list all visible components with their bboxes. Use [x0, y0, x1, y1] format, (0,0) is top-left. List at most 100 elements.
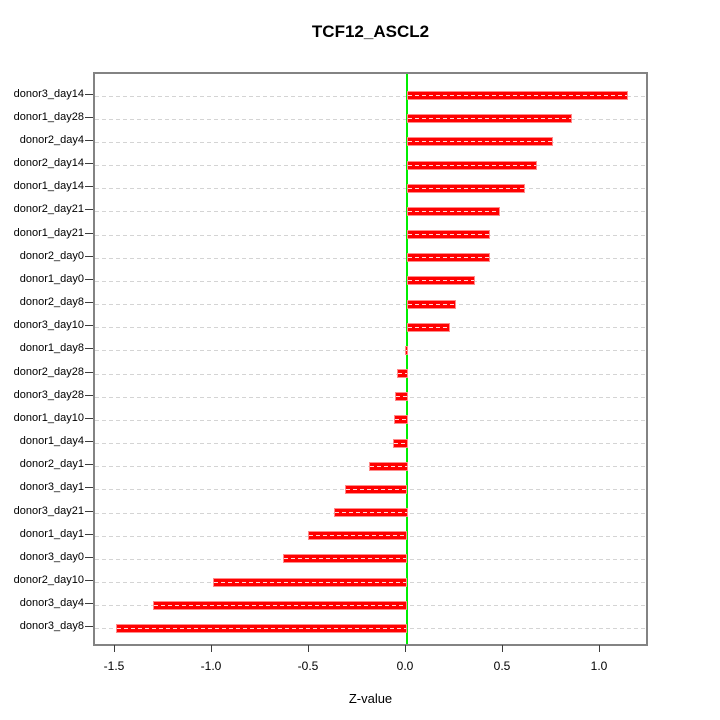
- y-tick: [85, 117, 93, 118]
- y-tick: [85, 626, 93, 627]
- y-tick: [85, 487, 93, 488]
- y-tick: [85, 279, 93, 280]
- bar-donor1_day10: [394, 415, 408, 424]
- bar-donor1_day0: [407, 276, 475, 285]
- x-tick: [211, 645, 212, 652]
- bar-donor2_day4: [407, 137, 553, 146]
- bar-inner-dash: [335, 512, 407, 513]
- bar-donor1_day8: [405, 346, 408, 355]
- gridline: [95, 188, 646, 189]
- x-tick: [405, 645, 406, 652]
- y-tick: [85, 372, 93, 373]
- bar-inner-dash: [117, 628, 406, 629]
- y-label-donor2_day10: donor2_day10: [13, 574, 84, 586]
- y-label-donor1_day14: donor1_day14: [13, 180, 84, 192]
- y-label-donor2_day8: donor2_day8: [19, 296, 84, 308]
- y-label-donor3_day1: donor3_day1: [19, 481, 84, 493]
- y-label-donor3_day21: donor3_day21: [13, 505, 84, 517]
- bar-inner-dash: [395, 419, 407, 420]
- bar-inner-dash: [408, 280, 474, 281]
- bar-donor1_day1: [308, 531, 407, 540]
- y-tick: [85, 209, 93, 210]
- bar-inner-dash: [309, 535, 406, 536]
- y-tick: [85, 580, 93, 581]
- y-label-donor2_day14: donor2_day14: [13, 157, 84, 169]
- bar-inner-dash: [408, 257, 489, 258]
- bar-inner-dash: [408, 188, 524, 189]
- y-label-donor1_day10: donor1_day10: [13, 412, 84, 424]
- x-tick: [114, 645, 115, 652]
- x-tick: [599, 645, 600, 652]
- y-label-donor2_day28: donor2_day28: [13, 366, 84, 378]
- bar-donor3_day21: [334, 508, 408, 517]
- gridline: [95, 397, 646, 398]
- y-tick: [85, 163, 93, 164]
- y-label-donor1_day28: donor1_day28: [13, 111, 84, 123]
- x-tick-label: 1.0: [590, 659, 608, 673]
- gridline: [95, 374, 646, 375]
- bar-inner-dash: [370, 466, 407, 467]
- chart-title: TCF12_ASCL2: [311, 22, 430, 41]
- bar-inner-dash: [394, 443, 407, 444]
- gridline: [95, 211, 646, 212]
- x-tick-label: -1.5: [103, 659, 125, 673]
- bar-donor1_day14: [407, 184, 525, 193]
- bar-donor2_day10: [213, 578, 407, 587]
- bar-donor2_day8: [407, 300, 456, 309]
- bar-donor3_day0: [283, 554, 407, 563]
- gridline: [95, 281, 646, 282]
- bar-inner-dash: [408, 165, 536, 166]
- bar-donor1_day4: [393, 439, 408, 448]
- bar-inner-dash: [406, 350, 407, 351]
- y-tick: [85, 418, 93, 419]
- bar-donor1_day21: [407, 230, 490, 239]
- y-tick: [85, 348, 93, 349]
- y-tick: [85, 557, 93, 558]
- y-tick: [85, 94, 93, 95]
- y-label-donor3_day14: donor3_day14: [13, 88, 84, 100]
- bar-inner-dash: [408, 211, 499, 212]
- y-label-donor2_day0: donor2_day0: [19, 250, 84, 262]
- x-tick-label: -0.5: [297, 659, 319, 673]
- bar-donor3_day8: [116, 624, 407, 633]
- y-tick: [85, 140, 93, 141]
- gridline: [95, 258, 646, 259]
- bar-donor1_day28: [407, 114, 572, 123]
- y-label-donor2_day1: donor2_day1: [19, 458, 84, 470]
- bar-donor3_day10: [407, 323, 450, 332]
- x-tick: [502, 645, 503, 652]
- bar-inner-dash: [398, 373, 407, 374]
- bar-donor2_day0: [407, 253, 490, 262]
- x-tick: [308, 645, 309, 652]
- y-tick: [85, 256, 93, 257]
- bar-donor2_day1: [369, 462, 408, 471]
- bar-inner-dash: [396, 396, 407, 397]
- bar-donor3_day28: [395, 392, 408, 401]
- bar-inner-dash: [214, 582, 406, 583]
- y-tick: [85, 233, 93, 234]
- x-axis-label: Z-value: [348, 691, 393, 706]
- y-label-donor1_day21: donor1_day21: [13, 227, 84, 239]
- gridline: [95, 443, 646, 444]
- y-label-donor2_day4: donor2_day4: [19, 134, 84, 146]
- y-label-donor1_day1: donor1_day1: [19, 528, 84, 540]
- bar-donor2_day28: [397, 369, 408, 378]
- gridline: [95, 327, 646, 328]
- y-tick: [85, 395, 93, 396]
- bar-inner-dash: [408, 118, 571, 119]
- plot-area: [93, 72, 648, 646]
- gridline: [95, 350, 646, 351]
- y-label-donor3_day0: donor3_day0: [19, 551, 84, 563]
- bar-donor3_day1: [345, 485, 407, 494]
- gridline: [95, 119, 646, 120]
- bar-inner-dash: [408, 304, 455, 305]
- y-tick: [85, 441, 93, 442]
- y-label-donor1_day0: donor1_day0: [19, 273, 84, 285]
- bar-inner-dash: [154, 605, 406, 606]
- gridline: [95, 142, 646, 143]
- y-tick: [85, 302, 93, 303]
- y-tick: [85, 464, 93, 465]
- x-tick-label: 0.0: [396, 659, 414, 673]
- y-tick: [85, 325, 93, 326]
